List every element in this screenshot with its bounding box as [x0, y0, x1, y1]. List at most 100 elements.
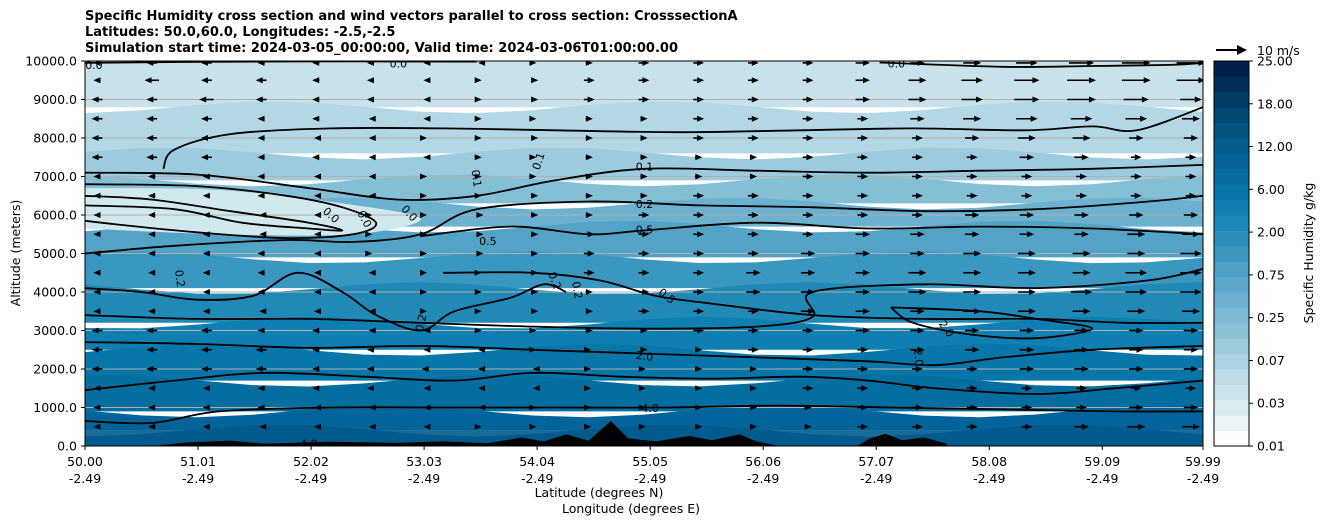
wind-vector-head — [1143, 77, 1151, 84]
wind-vector-head — [255, 96, 263, 103]
contour-line-0-1 — [85, 164, 1203, 201]
wind-vector-head — [366, 61, 374, 66]
wind-vector-head — [366, 77, 374, 84]
wind-vector-head — [423, 346, 431, 353]
colorbar-frame — [1213, 60, 1250, 447]
wind-vector-head — [314, 231, 321, 238]
wind-vector-head — [861, 423, 869, 430]
wind-vector-head — [420, 173, 427, 180]
wind-vector-head — [1081, 154, 1089, 161]
wind-vector-head — [642, 289, 650, 295]
colorbar-segment — [1214, 138, 1249, 154]
x-tick-label-lon: -2.49 — [634, 471, 666, 486]
contour-line-2-0 — [85, 341, 1203, 367]
y-tick-label: 2000.0 — [33, 362, 77, 377]
colorbar-segment — [1214, 430, 1249, 447]
wind-vector-head — [1136, 346, 1144, 353]
wind-vector-head — [202, 192, 210, 199]
wind-vector-head — [640, 327, 648, 334]
wind-vector-head — [750, 173, 757, 180]
wind-vector-head — [750, 423, 757, 430]
y-axis-label: Altitude (meters) — [8, 200, 23, 307]
wind-vector-head — [423, 115, 431, 122]
wind-vector-head — [1136, 404, 1144, 411]
contour-line-0-0 — [85, 194, 344, 232]
wind-vector-head — [201, 327, 208, 334]
wind-vector-head — [201, 135, 208, 141]
wind-vector-head — [970, 154, 978, 161]
x-tick-label-lat: 51.01 — [180, 454, 216, 469]
colorbar-segment — [1214, 153, 1249, 170]
wind-vector-head — [148, 385, 156, 392]
wind-vector-head — [1194, 289, 1202, 295]
wind-vector-head — [529, 61, 537, 66]
wind-vector-head — [974, 308, 982, 315]
colorbar-segment — [1214, 353, 1249, 370]
x-tick-label-lat: 57.07 — [858, 454, 894, 469]
wind-vector-head — [1032, 77, 1040, 84]
x-tick-label-lat: 59.09 — [1084, 454, 1120, 469]
wind-vector-head — [1198, 77, 1203, 84]
wind-vector-head — [753, 269, 761, 276]
wind-vector-head — [1081, 346, 1089, 353]
wind-vector-head — [1141, 96, 1149, 103]
wind-vector-head — [970, 173, 978, 180]
wind-vector-head — [804, 404, 812, 411]
wind-vector-head — [420, 269, 427, 276]
wind-vector-head — [585, 212, 593, 218]
wind-vector-head — [314, 135, 321, 141]
wind-vector-head — [532, 385, 540, 392]
wind-vector-head — [368, 423, 376, 430]
wind-vector-head — [806, 135, 814, 141]
wind-vector-head — [312, 77, 320, 84]
wind-vector-head — [474, 96, 482, 103]
wind-vector-head — [1138, 308, 1146, 315]
wind-vector-head — [584, 346, 592, 353]
wind-vector-head — [970, 366, 978, 372]
wind-vector-head — [974, 115, 982, 122]
wind-vector-head — [587, 77, 595, 84]
wind-vector-head — [1089, 77, 1096, 84]
wind-vector-head — [476, 212, 484, 218]
wind-vector-head — [640, 173, 648, 180]
x-tick-label-lon: -2.49 — [69, 471, 101, 486]
wind-vector-head — [1136, 135, 1144, 141]
wind-vector-head — [146, 96, 154, 103]
wind-vector-head — [917, 231, 925, 238]
y-tick-label: 7000.0 — [33, 169, 77, 184]
wind-vector-head — [202, 289, 210, 295]
x-tick-label-lat: 58.08 — [971, 454, 1007, 469]
contour-label: 2.0 — [911, 348, 925, 367]
wind-vector-head — [423, 154, 431, 161]
wind-vector-head — [863, 327, 870, 334]
wind-vector-head — [478, 61, 486, 66]
wind-vector-head — [917, 115, 925, 122]
wind-vector-head — [917, 250, 925, 257]
wind-vector-head — [806, 77, 814, 84]
wind-vector-head — [697, 61, 705, 66]
wind-vector-head — [863, 231, 870, 238]
wind-vector-head — [863, 77, 870, 84]
wind-vector-head — [93, 231, 101, 238]
y-tick-label: 5000.0 — [33, 246, 77, 261]
wind-vector-head — [257, 250, 265, 257]
wind-vector-head — [1193, 423, 1200, 430]
wind-vector-head — [1025, 404, 1033, 411]
wind-vector-head — [531, 289, 539, 295]
wind-vector-head — [974, 269, 982, 276]
colorbar-segment — [1214, 261, 1249, 278]
wind-vector-head — [1191, 135, 1199, 141]
wind-vector-head — [1080, 385, 1087, 392]
wind-vector-head — [257, 192, 265, 199]
contour-label: 0.1 — [530, 151, 548, 172]
y-tick-label: 8000.0 — [33, 131, 77, 146]
wind-vector-head — [1025, 385, 1033, 392]
wind-vector-head — [93, 404, 101, 411]
wind-vector-head — [368, 192, 376, 199]
wind-vector-head — [314, 404, 321, 411]
wind-vector-head — [863, 96, 870, 103]
wind-vector-head — [974, 61, 982, 66]
wind-vector-head — [861, 192, 869, 199]
x-axis-label-longitude: Longitude (degrees E) — [562, 501, 700, 516]
x-tick-label-lon: -2.49 — [747, 471, 779, 486]
